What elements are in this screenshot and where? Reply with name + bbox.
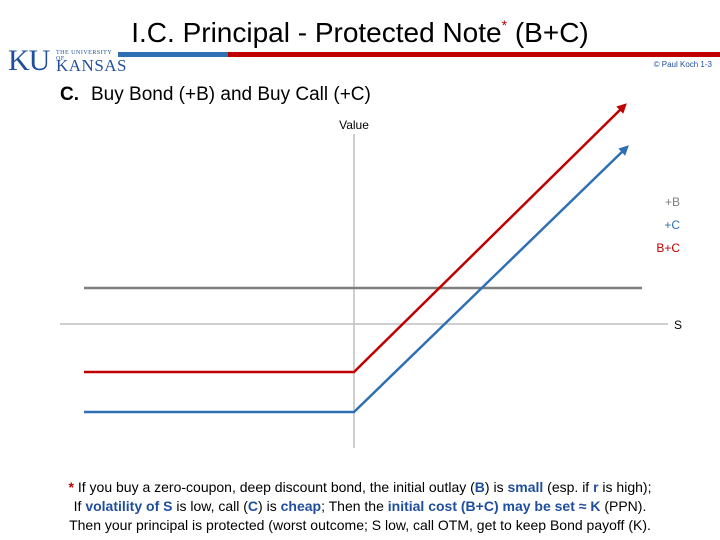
slide-title: I.C. Principal - Protected Note* (B+C)	[0, 8, 720, 50]
footnote-highlight: B	[474, 479, 485, 495]
footnote-highlight: initial cost (B+C) may be set ≈ K	[387, 498, 601, 514]
legend-bond: +B	[665, 195, 680, 209]
footnote-highlight: cheap	[280, 498, 322, 514]
title-footnote-mark: *	[501, 17, 508, 33]
footnote-star: *	[68, 479, 74, 495]
footnote-highlight: r	[593, 479, 599, 495]
section-letter: C.	[60, 84, 79, 105]
section-subtitle-text: Buy Bond (+B) and Buy Call (+C)	[91, 84, 371, 105]
footnote-highlight: C	[247, 498, 259, 514]
header-bar-red	[228, 52, 720, 57]
footnote-highlight: volatility of S	[85, 498, 173, 514]
copyright: © Paul Koch 1-3	[653, 60, 712, 69]
footnote-text: is high);	[598, 479, 652, 495]
footnote-text: If you buy a zero-coupon, deep discount …	[73, 479, 475, 495]
slide-title-text: I.C. Principal - Protected Note	[131, 17, 502, 48]
legend-combined: B+C	[656, 241, 680, 255]
footnote-text: ) is	[484, 479, 508, 495]
footnote-text: (esp. if	[543, 479, 594, 495]
footnote-text: (PPN).	[600, 498, 647, 514]
slide-title-suffix: (B+C)	[507, 17, 589, 48]
footnote-text: ; Then the	[321, 498, 388, 514]
footnote: * If you buy a zero-coupon, deep discoun…	[0, 478, 720, 535]
x-axis-label: S	[674, 318, 682, 332]
university-logo: KU THE UNIVERSITY OF KANSAS	[8, 44, 127, 77]
footnote-text: If	[73, 498, 86, 514]
call-payoff-line	[84, 145, 629, 414]
combined-payoff-line	[84, 103, 627, 374]
footnote-text: ) is	[258, 498, 281, 514]
logo-ku: KU	[8, 44, 50, 77]
header-bar-blue	[118, 52, 228, 57]
footnote-line-2: If volatility of S is low, call (C) is c…	[0, 497, 720, 516]
section-subtitle: C. Buy Bond (+B) and Buy Call (+C)	[60, 84, 371, 106]
logo-university-of: THE UNIVERSITY OF	[56, 50, 112, 62]
footnote-highlight: small	[507, 479, 544, 495]
logo-kansas: KANSAS	[56, 56, 128, 75]
footnote-line-3: Then your principal is protected (worst …	[69, 517, 651, 533]
y-axis-label: Value	[339, 118, 369, 132]
footnote-text: is low, call (	[172, 498, 248, 514]
footnote-line-1: * If you buy a zero-coupon, deep discoun…	[0, 478, 720, 497]
legend-call: +C	[664, 218, 680, 232]
